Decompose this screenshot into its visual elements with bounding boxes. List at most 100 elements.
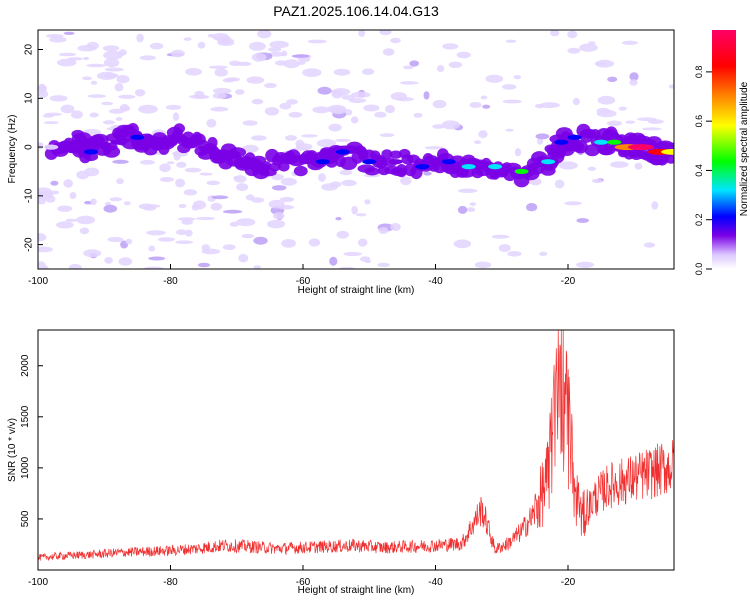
- noise-blob: [385, 105, 395, 114]
- spectrogram-x-ticks: -100 -80 -60 -40 -20: [28, 264, 576, 287]
- noise-blob: [76, 170, 90, 180]
- noise-blob: [482, 104, 491, 109]
- noise-blob: [222, 78, 235, 83]
- spectrogram-frame: [37, 29, 675, 270]
- y-tick-label: 0: [24, 144, 35, 150]
- noise-blob: [457, 205, 468, 214]
- snr-panel: -100 -80 -60 -40 -20 500 1000 1500 2000 Height …: [7, 329, 675, 596]
- figure-title: PAZ1.2025.106.14.04.G13: [273, 3, 439, 19]
- noise-blob: [502, 99, 522, 104]
- noise-blob: [236, 183, 249, 192]
- noise-blob: [138, 104, 158, 114]
- noise-blob: [537, 138, 544, 145]
- noise-blob: [379, 30, 392, 36]
- noise-blob: [116, 75, 130, 84]
- colorbar-ticks: 0.0 0.2 0.4 0.6 0.8: [694, 66, 712, 276]
- ridge-peak: [415, 164, 430, 170]
- noise-blob: [206, 118, 217, 128]
- noise-blob: [558, 161, 578, 170]
- noise-blob: [235, 61, 252, 66]
- noise-blob: [115, 117, 123, 121]
- noise-blob: [432, 124, 445, 129]
- noise-blob: [118, 257, 133, 266]
- noise-blob: [222, 209, 243, 214]
- noise-blob: [291, 54, 310, 58]
- y-tick-label: 1000: [20, 456, 31, 479]
- x-tick-label: -40: [428, 276, 443, 287]
- noise-blob: [400, 81, 419, 85]
- noise-blob: [242, 120, 258, 126]
- noise-blob: [210, 202, 223, 211]
- ridge-halo: [364, 167, 380, 176]
- noise-blob: [358, 30, 366, 37]
- x-tick-label: -100: [28, 276, 48, 287]
- noise-blob: [301, 134, 318, 138]
- noise-blob: [625, 120, 636, 124]
- noise-blob: [591, 178, 603, 184]
- noise-blob: [79, 227, 90, 235]
- noise-blob: [104, 67, 124, 72]
- noise-blob: [360, 256, 371, 262]
- noise-blob: [336, 230, 350, 239]
- ridge-peak: [554, 139, 569, 145]
- ridge-halo: [228, 147, 247, 158]
- noise-blob: [610, 161, 629, 168]
- noise-blob: [505, 39, 517, 43]
- noise-blob: [185, 68, 202, 76]
- spectrogram-y-axis-label: Frequency (Hz): [7, 115, 18, 184]
- noise-blob: [335, 217, 342, 221]
- noise-blob: [363, 104, 380, 112]
- noise-blob: [351, 205, 358, 215]
- noise-blob: [246, 76, 265, 84]
- noise-blob: [159, 177, 174, 182]
- ridge-halo: [103, 145, 121, 158]
- noise-blob: [109, 108, 125, 114]
- noise-blob: [208, 65, 228, 69]
- noise-blob: [441, 120, 461, 130]
- noise-blob: [409, 60, 420, 67]
- ridge-halo: [584, 144, 600, 157]
- ridge-halo: [573, 140, 588, 154]
- noise-blob: [214, 68, 228, 77]
- noise-blob: [280, 177, 297, 186]
- noise-blob: [302, 68, 322, 77]
- ridge-peak: [150, 144, 165, 150]
- noise-blob: [138, 203, 154, 210]
- noise-blob: [175, 240, 194, 244]
- noise-blob: [374, 111, 387, 118]
- noise-blob: [38, 233, 47, 242]
- noise-blob: [668, 84, 674, 89]
- noise-blob: [139, 55, 156, 61]
- noise-blob: [236, 218, 256, 227]
- noise-blob: [271, 173, 284, 181]
- noise-blob: [567, 30, 578, 39]
- noise-blob: [114, 83, 124, 92]
- noise-blob: [57, 205, 73, 212]
- noise-blob: [328, 123, 342, 132]
- noise-blob: [629, 72, 639, 81]
- noise-blob: [550, 30, 560, 37]
- ridge-peak: [388, 159, 403, 165]
- noise-blob: [63, 179, 73, 188]
- noise-blob: [241, 233, 255, 239]
- ridge-peak: [627, 144, 654, 151]
- noise-blob: [564, 201, 582, 206]
- noise-blob: [295, 139, 305, 148]
- noise-blob: [233, 176, 241, 180]
- noise-blob: [379, 133, 395, 138]
- noise-blob: [197, 262, 211, 268]
- noise-blob: [251, 197, 265, 203]
- noise-blob: [307, 39, 327, 44]
- ridge-halo: [173, 123, 185, 134]
- noise-blob: [89, 112, 99, 118]
- ridge-peak: [441, 159, 456, 165]
- noise-blob: [176, 229, 187, 236]
- noise-blob: [453, 239, 472, 249]
- noise-blob: [170, 49, 185, 58]
- noise-blob: [139, 159, 155, 165]
- noise-blob: [264, 82, 277, 89]
- noise-blob: [618, 106, 627, 111]
- colorbar-tick-label: 0.0: [694, 263, 704, 276]
- snr-x-axis-label: Height of straight line (km): [298, 585, 415, 596]
- noise-blob: [514, 148, 522, 157]
